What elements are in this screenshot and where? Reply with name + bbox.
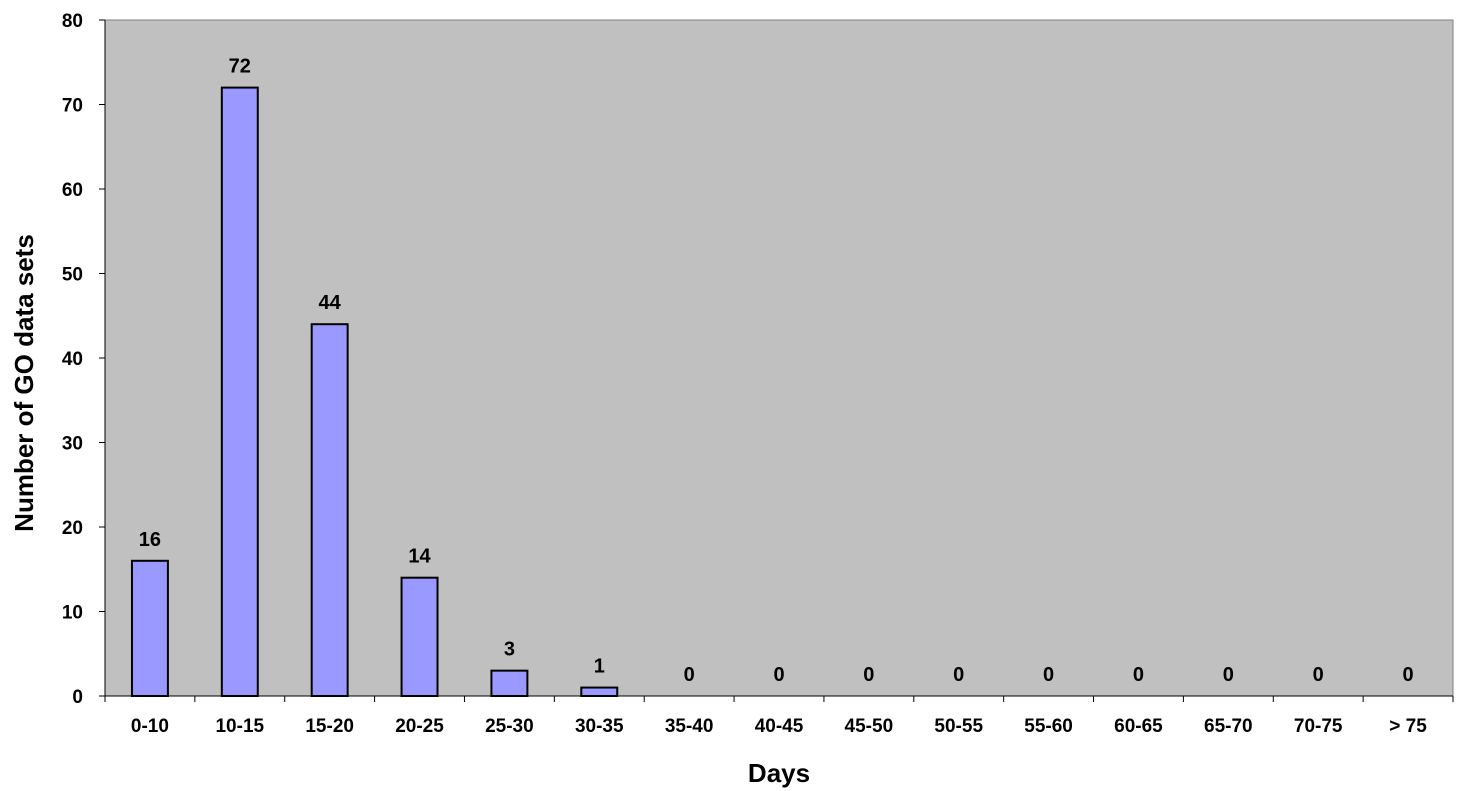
x-axis-title: Days: [748, 758, 810, 788]
data-label: 0: [1043, 664, 1054, 686]
x-tick-label: 55-60: [1024, 716, 1073, 737]
x-tick-label: 50-55: [934, 716, 983, 737]
bars-layer: 16 72 44 14 3 1 0 0 0 0 0 0 0 0 0: [130, 56, 1414, 698]
x-tick-label: 25-30: [485, 716, 534, 737]
y-tick-label: 70: [62, 96, 83, 117]
x-tick-label: 0-10: [131, 716, 169, 737]
data-label: 1: [594, 656, 605, 678]
bar-30-35: [580, 686, 619, 697]
bar-10-15: [220, 86, 259, 698]
data-label: 0: [863, 664, 874, 686]
data-label: 0: [1403, 664, 1414, 686]
x-tick-label: 30-35: [575, 716, 624, 737]
bar-25-30: [490, 669, 529, 698]
data-label: 0: [1133, 664, 1144, 686]
data-label: 0: [773, 664, 784, 686]
x-tick-label: 70-75: [1294, 716, 1343, 737]
y-tick-label: 0: [72, 687, 83, 708]
data-label: 72: [229, 56, 251, 78]
data-label: 0: [1223, 664, 1234, 686]
x-tick-label: > 75: [1389, 716, 1427, 737]
data-label: 14: [408, 546, 431, 568]
x-tick-label: 35-40: [665, 716, 714, 737]
x-tick-label: 40-45: [755, 716, 804, 737]
x-tick-label: 20-25: [395, 716, 444, 737]
data-label: 0: [953, 664, 964, 686]
y-tick-label: 50: [62, 265, 83, 286]
x-tick-label: 65-70: [1204, 716, 1253, 737]
y-tick-label: 80: [62, 11, 83, 32]
data-label: 3: [504, 639, 515, 661]
bar-15-20: [310, 323, 349, 697]
data-label: 44: [319, 292, 342, 314]
bar-0-10: [130, 559, 169, 697]
y-tick-label: 40: [62, 349, 83, 370]
y-axis-title: Number of GO data sets: [9, 234, 39, 532]
data-label: 0: [684, 664, 695, 686]
y-tick-label: 60: [62, 180, 83, 201]
x-tick-label: 10-15: [215, 716, 264, 737]
y-tick-label: 10: [62, 603, 83, 624]
x-tick-label: 60-65: [1114, 716, 1163, 737]
x-tick-label: 15-20: [305, 716, 354, 737]
y-tick-label: 20: [62, 518, 83, 539]
y-tick-label: 30: [62, 434, 83, 455]
data-label: 0: [1313, 664, 1324, 686]
plot-area: [104, 19, 1454, 697]
x-tick-label: 45-50: [845, 716, 894, 737]
data-label: 16: [139, 529, 161, 551]
bar-20-25: [400, 576, 439, 698]
